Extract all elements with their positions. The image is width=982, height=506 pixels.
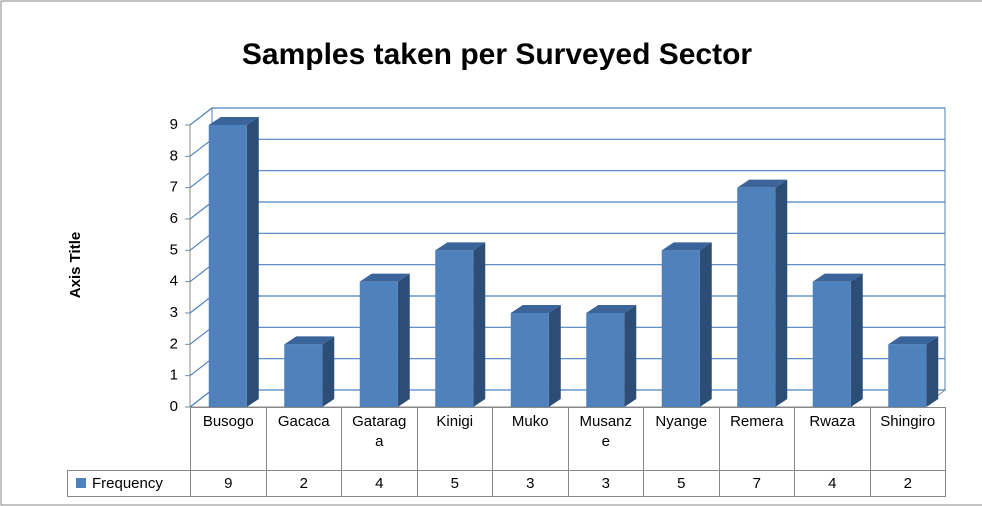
grid-line [189,170,945,189]
value-cell: 7 [718,470,795,497]
grid-line [189,201,945,220]
bar-side [624,305,637,407]
bar-side [926,336,939,407]
bar-side [322,336,335,407]
category-cell: Gataraga [341,407,418,471]
bar-top [737,179,788,188]
grid-line [189,232,945,251]
grid-line [189,107,945,126]
bar [586,305,637,407]
value-cell: 4 [794,470,871,497]
y-tick-label: 1 [170,367,178,384]
bar-side [548,305,561,407]
bar [812,273,863,407]
value-cell: 5 [416,470,493,497]
bar-top [661,242,712,251]
y-tick-label: 3 [170,304,178,321]
value-cell: 5 [643,470,720,497]
value-cell: 3 [567,470,644,497]
chart-title: Samples taken per Surveyed Sector [242,38,753,71]
value-cell: 4 [341,470,418,497]
bar-top [510,305,561,313]
bar [435,242,486,407]
y-tick-label: 7 [170,179,178,196]
bar-top [888,336,939,345]
y-axis-title: Axis Title [67,232,84,298]
category-cell: Shingiro [869,407,946,471]
category-cell: Nyange [643,407,720,471]
value-cell: 9 [190,470,267,497]
bar-top [812,273,863,282]
bar-side [473,242,486,407]
bar-front [510,313,549,407]
category-cell: Muko [492,407,569,471]
bar-front [208,125,247,407]
category-cell: Kinigi [416,407,493,471]
legend-swatch [76,478,86,488]
legend-label: Frequency [92,475,163,492]
bar-front [359,281,398,407]
bar-front [284,344,323,407]
bar-front [586,313,625,407]
bar [661,242,712,407]
bar-side [775,179,788,407]
bar-front [812,281,851,407]
category-cell: Busogo [190,407,267,471]
bar [510,305,561,407]
bar-side [850,273,863,407]
value-cell: 2 [265,470,342,497]
bar [737,179,788,407]
value-cell: 3 [492,470,569,497]
y-tick-label: 6 [170,210,178,227]
y-tick-label: 4 [170,273,178,290]
bar [284,336,335,407]
y-tick-label: 9 [170,116,178,133]
y-tick-label: 0 [170,398,178,415]
legend-cell: Frequency [67,470,191,497]
category-cell: Remera [718,407,795,471]
bar-side [397,273,410,407]
bar-side [699,242,712,407]
bar-side [246,117,259,407]
y-tick-label: 8 [170,147,178,164]
bar-front [737,187,776,407]
bar-top [435,242,486,251]
bar-top [586,305,637,313]
value-cell: 2 [869,470,946,497]
bar-top [284,336,335,345]
bar [208,117,259,407]
bar-top [359,273,410,282]
bar-front [888,344,927,407]
grid-line [189,138,945,157]
category-cell: Rwaza [794,407,871,471]
y-tick-label: 2 [170,335,178,352]
category-cell: Musanze [567,407,644,471]
bar-front [435,250,474,407]
bar-front [661,250,700,407]
category-cell: Gacaca [265,407,342,471]
bar [359,273,410,407]
bar-top [208,117,259,125]
bar [888,336,939,407]
y-tick-label: 5 [170,241,178,258]
